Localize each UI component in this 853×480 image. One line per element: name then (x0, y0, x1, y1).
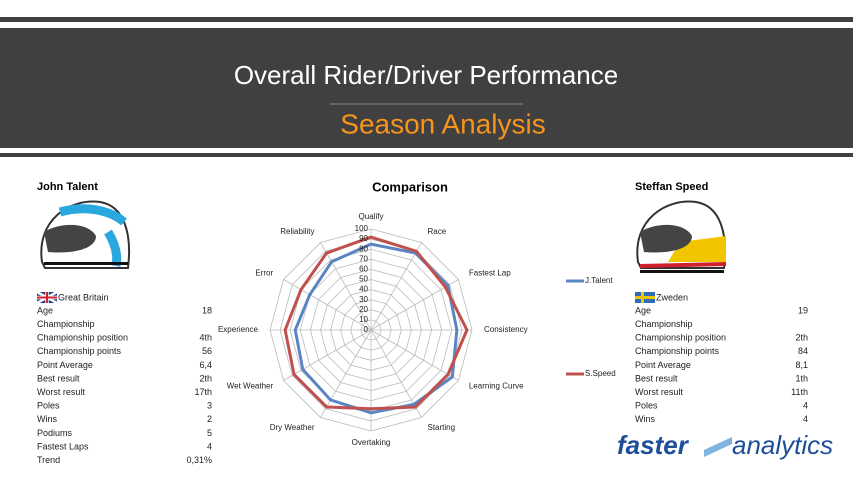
legend: J.Talent S.Speed (566, 276, 616, 378)
bottom-stripe (0, 153, 853, 157)
spoke (370, 329, 422, 418)
stat-value: 5 (207, 428, 212, 438)
stat-value: 4 (803, 401, 808, 411)
stat-value: 17th (194, 387, 212, 397)
radar-series (283, 235, 469, 411)
stat-value: 0,31% (186, 455, 212, 465)
stat-value: 8,1 (795, 360, 808, 370)
axis-label: Starting (428, 423, 456, 432)
stat-value: 56 (202, 346, 212, 356)
spoke (283, 329, 372, 381)
header-band (0, 28, 853, 148)
stat-label: Best result (37, 373, 80, 383)
spoke (370, 329, 459, 381)
spoke (370, 242, 422, 331)
spoke (320, 329, 372, 418)
stat-label: Championship (635, 319, 693, 329)
left-helmet (40, 200, 131, 269)
r-tick-label: 90 (359, 234, 368, 243)
spoke (370, 279, 459, 331)
stat-value: 3 (207, 401, 212, 411)
stat-label: Poles (37, 401, 60, 411)
axis-label: Dry Weather (270, 423, 315, 432)
stat-label: Wins (37, 414, 57, 424)
stat-value: 2th (795, 333, 808, 343)
stat-label: Championship (37, 319, 95, 329)
stat-value: 1th (795, 373, 808, 383)
stat-label: Wins (635, 414, 655, 424)
stat-value: 18 (202, 305, 212, 315)
stat-label: Championship points (635, 346, 720, 356)
stat-label: Podiums (37, 428, 73, 438)
spoke (283, 279, 372, 331)
right-helmet (636, 200, 727, 273)
right-country: Zweden (656, 292, 688, 302)
r-tick-label: 20 (359, 305, 368, 314)
right-name: Steffan Speed (635, 181, 708, 193)
spoke (320, 242, 372, 331)
logo-suffix: analytics (732, 430, 833, 460)
stat-value: 11th (791, 387, 808, 397)
legend-label: J.Talent (585, 276, 613, 285)
stat-label: Point Average (635, 360, 691, 370)
stat-value: 2th (199, 373, 212, 383)
page-title: Overall Rider/Driver Performance (234, 60, 618, 90)
stat-value: 4th (199, 333, 212, 343)
axis-label: Learning Curve (469, 382, 524, 391)
r-tick-label: 80 (359, 244, 368, 253)
r-tick-label: 50 (359, 275, 368, 284)
flag-se (635, 292, 655, 303)
r-tick-label: 60 (359, 265, 368, 274)
logo: faster analytics (617, 430, 833, 460)
stat-value: 19 (798, 305, 808, 315)
stat-label: Best result (635, 373, 678, 383)
legend-label: S.Speed (585, 369, 616, 378)
axis-label: Race (428, 227, 447, 236)
stat-value: 84 (798, 346, 808, 356)
r-tick-label: 0 (364, 325, 369, 334)
right-stats: Age 19 Championship Championship position 2t… (635, 305, 808, 424)
axis-label: Consistency (484, 325, 528, 334)
axis-label: Error (255, 269, 273, 278)
page-subtitle: Season Analysis (340, 108, 545, 139)
stat-value: 6,4 (199, 360, 212, 370)
r-tick-label: 40 (359, 285, 368, 294)
stat-value: 4 (803, 414, 808, 424)
axis-label: Experience (218, 325, 259, 334)
stat-label: Worst result (635, 387, 683, 397)
stat-label: Worst result (37, 387, 85, 397)
flag-gb (36, 290, 58, 305)
r-tick-label: 70 (359, 254, 368, 263)
radar-series (293, 242, 459, 415)
axis-label: Reliability (280, 227, 314, 236)
axis-label: Overtaking (352, 438, 391, 447)
axis-label: Fastest Lap (469, 269, 511, 278)
stat-value: 2 (207, 414, 212, 424)
r-tick-label: 100 (355, 224, 369, 233)
stat-label: Championship points (37, 346, 122, 356)
r-tick-label: 30 (359, 295, 368, 304)
stat-label: Fastest Laps (37, 441, 89, 451)
stat-label: Trend (37, 455, 60, 465)
r-tick-label: 10 (359, 315, 368, 324)
axis-label: Wet Weather (227, 382, 274, 391)
left-stats: Age 18 Championship Championship position 4t… (37, 305, 212, 465)
stat-label: Championship position (37, 333, 128, 343)
stat-label: Age (37, 305, 53, 315)
stat-label: Point Average (37, 360, 93, 370)
top-stripe (0, 17, 853, 22)
axis-label: Qualify (359, 212, 384, 221)
left-name: John Talent (37, 181, 98, 193)
stat-value: 4 (207, 441, 212, 451)
left-country: Great Britain (58, 292, 109, 302)
stat-label: Championship position (635, 333, 726, 343)
stat-label: Age (635, 305, 651, 315)
stat-label: Poles (635, 401, 658, 411)
chart-title: Comparison (372, 179, 448, 194)
logo-brand: faster (617, 430, 690, 460)
